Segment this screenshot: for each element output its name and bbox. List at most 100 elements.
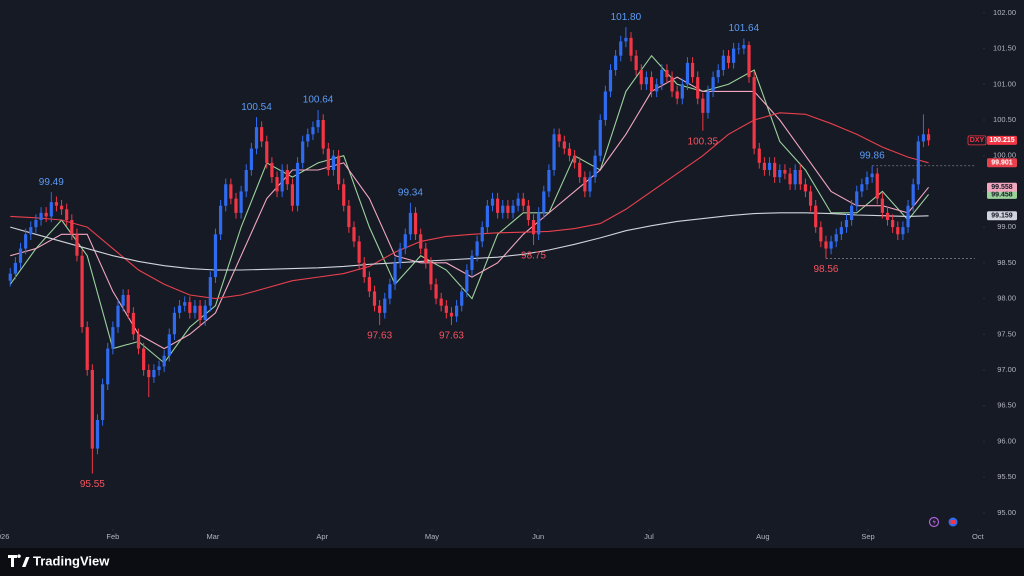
candle-body [275,177,279,192]
price-tag [987,182,1017,192]
candle-body [367,277,371,292]
candle-body [229,184,233,199]
candle-body [537,212,541,235]
high-label: 99.49 [39,177,64,188]
candle-body [757,148,761,163]
high-label: 101.80 [611,12,642,23]
candle-body [147,370,151,378]
candle-body [798,170,802,185]
brand-name: TradingView [33,553,110,568]
candle-body [13,262,17,274]
candle-body [644,77,649,85]
candle-body [306,134,310,142]
candle-body [136,334,141,349]
lightning-icon[interactable] [928,516,940,528]
candle-body [526,205,531,220]
candle-body [142,348,146,370]
candle-body [711,77,715,92]
candle-body [521,198,525,206]
price-tag [987,135,1017,145]
candle-body [614,55,618,70]
candle-body [547,170,551,192]
x-tick-label: Oct [972,532,985,541]
candle-body [808,191,813,206]
flag-glyph [950,520,956,524]
candle-body [80,255,84,328]
x-tick-label: Sep [861,532,874,541]
candle-body [311,127,315,135]
candle-body [316,120,320,128]
candle-body [896,227,900,235]
candle-body [875,173,879,199]
low-label: 95.55 [80,479,105,490]
candle-body [819,227,823,242]
candle-body [665,70,669,78]
candle-body [39,212,43,220]
candle-body [378,305,382,313]
candle-body [444,305,448,313]
candle-body [480,227,484,242]
candle-body [90,370,94,449]
candle-body [398,248,402,263]
price-tag [987,158,1017,168]
candle-body [449,312,454,317]
candle-body [506,205,510,213]
x-tick-label: May [425,532,439,541]
plot-area: 95.00 95.50 96.00 96.50 97.00 97.50 98.00 98.50… [0,8,1017,541]
x-tick-label: Aug [756,532,769,541]
x-tick-label: Mar [206,532,219,541]
candle-body [690,62,695,78]
candle-body [598,120,602,156]
low-label: 98.75 [521,251,546,262]
candle-body [726,55,731,63]
candle-body [660,70,664,85]
low-label: 98.56 [813,264,838,275]
candle-body [203,305,207,320]
high-label: 99.34 [398,187,423,198]
candle-body [921,134,926,142]
candle-body [434,284,438,299]
candle-body [111,327,115,349]
candle-body [475,241,479,256]
price-tag-label: 99.558 [991,184,1013,191]
candle-body [608,70,613,92]
candle-body [336,155,341,185]
candle-body [85,327,89,370]
y-tick-label: 95.00 [997,508,1016,517]
candle-body [624,37,628,42]
candle-body [824,241,828,249]
candle-body [59,205,64,210]
candle-body [131,312,135,335]
candle-body [562,141,566,149]
y-tick-label: 99.00 [997,222,1016,231]
candle-body [706,91,710,113]
candle-body [413,212,418,235]
y-tick-label: 100.50 [993,115,1016,124]
candle-body [408,212,413,235]
footer-bar [0,548,1024,576]
candle-body [716,70,720,78]
candle-body [880,198,884,213]
y-tick-label: 96.00 [997,436,1016,445]
candle-body [834,234,838,242]
y-tick-label: 102.00 [993,8,1016,17]
candle-body [496,198,500,213]
candle-body [814,205,818,228]
candle-body [783,170,787,174]
candle-body [183,302,187,306]
price-tag [987,189,1017,199]
candle-body [567,148,572,156]
candle-body [501,205,505,213]
y-tick-label: 95.50 [997,472,1016,481]
candle-body [424,248,428,263]
candle-body [121,295,125,306]
candle-body [470,255,474,270]
candle-body [752,77,756,149]
y-tick-label: 98.50 [997,258,1016,267]
candle-body [49,202,53,217]
candle-body [670,77,674,92]
candle-body [511,205,515,213]
